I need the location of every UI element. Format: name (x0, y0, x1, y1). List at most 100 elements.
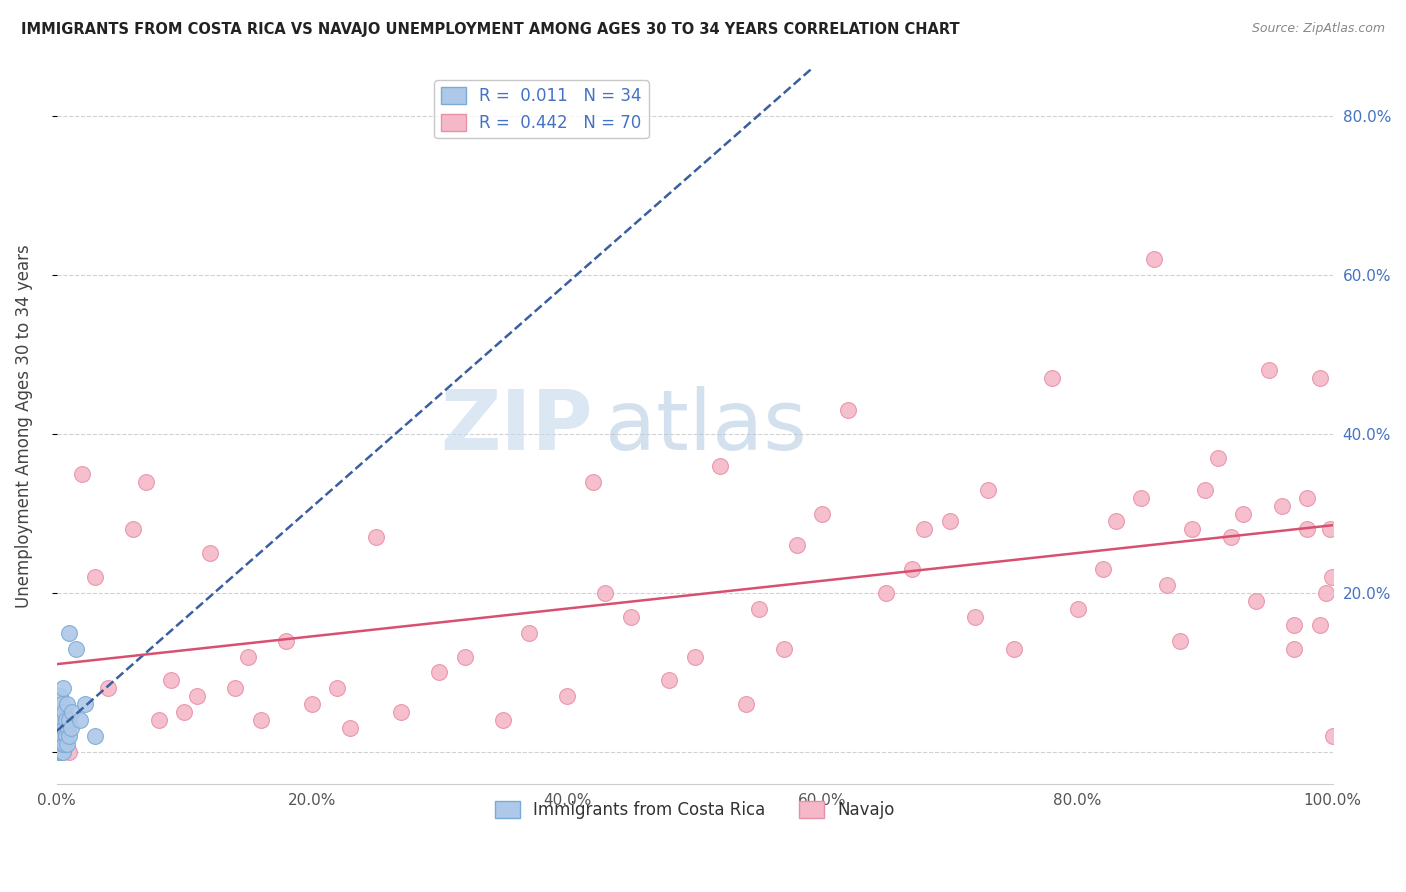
Point (1105, 515, 1128, 529)
Point (734, 698, 756, 712)
Point (49, 729, 72, 743)
Point (224, 681, 246, 696)
Point (837, 403, 859, 417)
Point (1066, 602, 1088, 616)
Point (51, 721, 73, 735)
Point (73, 698, 96, 712)
Y-axis label: Unemployment Among Ages 30 to 34 years: Unemployment Among Ages 30 to 34 years (15, 244, 32, 608)
Point (49, 690, 72, 704)
Point (492, 713, 515, 727)
Point (1284, 641, 1306, 656)
Point (301, 698, 323, 712)
Text: ZIP: ZIP (440, 385, 592, 467)
Point (1320, 570, 1343, 584)
Point (48, 713, 70, 727)
Point (1319, 523, 1341, 537)
Point (46, 729, 69, 743)
Point (339, 721, 361, 735)
Point (69, 713, 91, 727)
Point (148, 713, 170, 727)
Point (53, 705, 76, 719)
Point (1315, 586, 1337, 600)
Point (1232, 507, 1254, 521)
Point (1130, 491, 1153, 505)
Point (59, 721, 82, 735)
Point (581, 475, 603, 489)
Point (70, 467, 93, 481)
Point (620, 610, 643, 624)
Point (52, 745, 75, 759)
Point (58, 729, 80, 743)
Point (56, 698, 79, 712)
Point (1194, 483, 1216, 497)
Point (517, 625, 540, 640)
Point (1181, 523, 1204, 537)
Point (58, 745, 80, 759)
Point (53, 737, 76, 751)
Point (364, 530, 387, 544)
Point (56, 737, 79, 751)
Point (939, 515, 962, 529)
Point (60, 705, 83, 719)
Point (46, 745, 69, 759)
Point (65, 641, 87, 656)
Point (1168, 633, 1191, 648)
Point (773, 641, 796, 656)
Point (1309, 371, 1331, 385)
Point (135, 475, 157, 489)
Point (429, 665, 451, 680)
Point (51, 745, 73, 759)
Point (122, 523, 145, 537)
Point (658, 673, 681, 688)
Legend: Immigrants from Costa Rica, Navajo: Immigrants from Costa Rica, Navajo (488, 794, 901, 825)
Point (1206, 450, 1229, 465)
Point (58, 713, 80, 727)
Point (160, 673, 183, 688)
Text: atlas: atlas (606, 385, 807, 467)
Point (1296, 523, 1319, 537)
Point (555, 690, 578, 704)
Point (49, 705, 72, 719)
Point (55, 729, 77, 743)
Point (595, 586, 617, 600)
Point (454, 649, 477, 664)
Point (53, 721, 76, 735)
Point (1284, 617, 1306, 632)
Point (912, 523, 935, 537)
Point (173, 705, 195, 719)
Point (326, 681, 349, 696)
Text: IMMIGRANTS FROM COSTA RICA VS NAVAJO UNEMPLOYMENT AMONG AGES 30 TO 34 YEARS CORR: IMMIGRANTS FROM COSTA RICA VS NAVAJO UNE… (21, 22, 960, 37)
Point (683, 649, 706, 664)
Point (49, 745, 72, 759)
Point (52, 681, 75, 696)
Point (48, 737, 70, 751)
Point (389, 705, 412, 719)
Point (875, 586, 897, 600)
Point (52, 713, 75, 727)
Point (198, 546, 221, 560)
Point (97, 681, 120, 696)
Point (51, 698, 73, 712)
Point (52, 729, 75, 743)
Point (811, 507, 834, 521)
Point (1040, 371, 1063, 385)
Point (1143, 252, 1166, 267)
Point (1092, 562, 1115, 576)
Point (747, 602, 769, 616)
Point (249, 713, 271, 727)
Point (709, 458, 731, 473)
Point (52, 737, 75, 751)
Point (1002, 641, 1025, 656)
Point (56, 721, 79, 735)
Point (900, 562, 922, 576)
Point (186, 690, 208, 704)
Point (83, 570, 105, 584)
Point (786, 538, 808, 552)
Point (236, 649, 259, 664)
Text: Source: ZipAtlas.com: Source: ZipAtlas.com (1251, 22, 1385, 36)
Point (83, 729, 105, 743)
Point (965, 610, 987, 624)
Point (276, 633, 298, 648)
Point (1296, 491, 1319, 505)
Point (51, 737, 73, 751)
